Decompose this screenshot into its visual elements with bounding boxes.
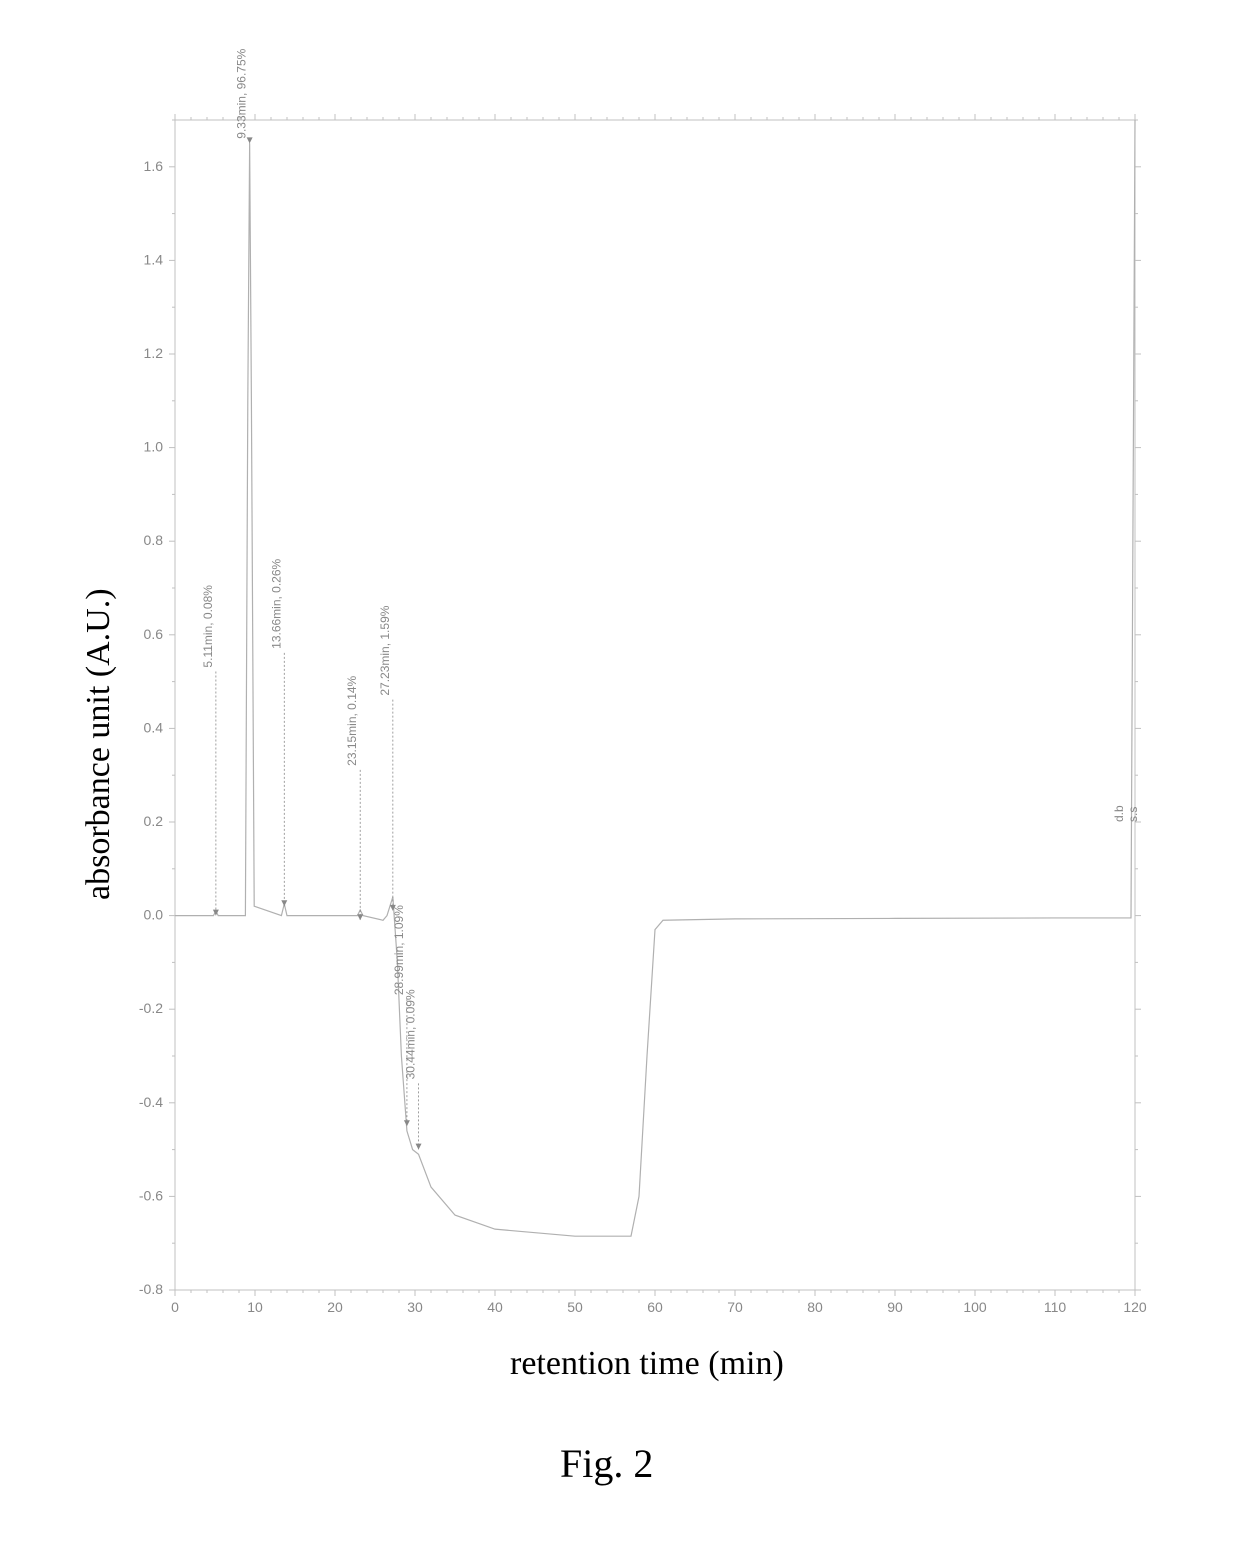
- svg-text:5.11min, 0.08%: 5.11min, 0.08%: [201, 585, 215, 668]
- svg-text:23.15min, 0.14%: 23.15min, 0.14%: [345, 675, 359, 765]
- svg-text:0: 0: [171, 1299, 179, 1315]
- page: absorbance unit (A.U.) retention time (m…: [0, 0, 1240, 1567]
- svg-text:13.66min, 0.26%: 13.66min, 0.26%: [269, 558, 283, 648]
- svg-text:0.4: 0.4: [144, 719, 164, 735]
- svg-text:0.6: 0.6: [144, 626, 164, 642]
- svg-text:120: 120: [1123, 1299, 1147, 1315]
- svg-text:1.0: 1.0: [144, 439, 164, 455]
- svg-text:28.99min, 1.09%: 28.99min, 1.09%: [392, 905, 406, 995]
- svg-text:90: 90: [887, 1299, 903, 1315]
- svg-text:0.8: 0.8: [144, 532, 164, 548]
- svg-text:0.0: 0.0: [144, 907, 164, 923]
- svg-text:80: 80: [807, 1299, 823, 1315]
- svg-text:60: 60: [647, 1299, 663, 1315]
- svg-text:10: 10: [247, 1299, 263, 1315]
- svg-text:40: 40: [487, 1299, 503, 1315]
- svg-text:70: 70: [727, 1299, 743, 1315]
- svg-text:s.s: s.s: [1126, 807, 1140, 822]
- svg-text:1.4: 1.4: [144, 251, 164, 267]
- svg-text:30: 30: [407, 1299, 423, 1315]
- svg-text:1.2: 1.2: [144, 345, 164, 361]
- svg-text:30.44min, 0.09%: 30.44min, 0.09%: [404, 989, 418, 1079]
- svg-text:9.33min, 96.75%: 9.33min, 96.75%: [235, 48, 249, 138]
- svg-text:20: 20: [327, 1299, 343, 1315]
- svg-text:110: 110: [1044, 1299, 1067, 1315]
- svg-text:-0.4: -0.4: [139, 1094, 163, 1110]
- chromatogram-chart: 0 10 20 30 40 50 60 70 80 90 100 110 120 -0.8 -0.6 -0.4…: [0, 0, 1240, 1567]
- svg-text:-0.6: -0.6: [139, 1187, 163, 1203]
- svg-text:50: 50: [567, 1299, 583, 1315]
- svg-text:27.23min, 1.59%: 27.23min, 1.59%: [378, 605, 392, 695]
- svg-text:d.b: d.b: [1112, 805, 1126, 822]
- svg-text:1.6: 1.6: [144, 158, 164, 174]
- svg-text:0.2: 0.2: [144, 813, 164, 829]
- svg-text:-0.2: -0.2: [139, 1000, 163, 1016]
- svg-text:100: 100: [963, 1299, 987, 1315]
- svg-text:-0.8: -0.8: [139, 1281, 163, 1297]
